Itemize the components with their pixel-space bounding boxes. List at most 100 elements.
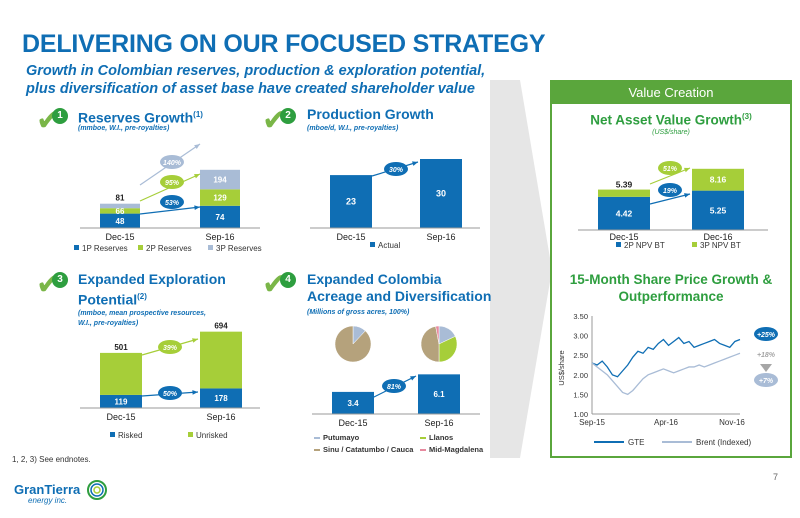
share-price-chart: 3.50 3.00 2.50 2.00 1.50 1.00 US$/share Sep-15 A… <box>557 312 778 447</box>
logo-subtitle: energy inc. <box>28 496 68 505</box>
bar-1p-reserves <box>200 205 240 228</box>
legend-item-swatch <box>208 245 213 250</box>
pie-slice <box>420 326 440 363</box>
arrow-production-head <box>412 161 418 166</box>
arrow-risked-head <box>192 390 198 395</box>
data-label: 6.1 <box>433 390 445 399</box>
data-label: 23 <box>346 197 356 207</box>
legend-item-swatch <box>138 245 143 250</box>
section-2-badge: 2 <box>280 108 296 124</box>
production-subtitle: (mboe/d, W.I., pre-royalties) <box>307 125 399 132</box>
legend-item: Actual <box>378 241 400 250</box>
section-4-badge: 4 <box>280 272 296 288</box>
exploration-subtitle: (mmboe, mean prospective resources, W.I.… <box>78 309 206 329</box>
y-tick-label: 3.00 <box>573 332 588 341</box>
bar-3p-npv-bt <box>692 168 744 191</box>
arrow-2p-head <box>194 174 200 179</box>
acreage-title-line-1: Expanded Colombia <box>307 271 442 287</box>
legend-swatch <box>314 449 320 451</box>
growth-risked-label: 50% <box>163 391 178 398</box>
gte-growth-label-bg <box>754 327 778 341</box>
y-tick-label: 1.00 <box>573 410 588 419</box>
value-creation-panel: Value Creation Net Asset Value Growth(3)… <box>550 80 792 458</box>
bar-2p-npv-bt <box>598 196 650 230</box>
growth-2p-label-bg <box>160 175 184 189</box>
exploration-chart: 119 501 Dec-15 178 694 Sep-16 39% 50% Risked Unri… <box>80 322 260 440</box>
data-label: 178 <box>214 394 228 403</box>
nav-title: Net Asset Value Growth(3) <box>552 112 790 128</box>
section-3-badge: 3 <box>52 272 68 288</box>
data-label: 119 <box>115 397 128 406</box>
subtitle-line-2: plus diversification of asset base have … <box>26 81 475 97</box>
x-tick-label: Dec-15 <box>105 232 134 242</box>
company-logo: GranTierra energy inc. <box>14 478 109 505</box>
data-label: 3.4 <box>347 399 359 408</box>
bar-acreage <box>332 391 374 414</box>
legend-item-swatch <box>74 245 79 250</box>
x-tick-label: Dec-15 <box>336 232 365 242</box>
data-label: 501 <box>114 343 128 352</box>
legend-item: Putumayo <box>323 433 360 442</box>
legend-item: 2P NPV BT <box>624 241 665 250</box>
data-label: 8.16 <box>710 175 727 185</box>
growth-unrisked-label: 39% <box>163 345 178 352</box>
growth-3p-nav-label: 51% <box>663 166 678 173</box>
data-label: 694 <box>214 322 228 331</box>
bar-unrisked <box>100 352 142 395</box>
data-label: 129 <box>213 194 227 203</box>
pie-slice <box>334 325 372 363</box>
growth-2p-label: 95% <box>165 180 180 187</box>
data-label: 194 <box>213 176 227 185</box>
bar-2p-reserves <box>200 189 240 206</box>
legend-item: Risked <box>118 431 142 440</box>
arrow-3p-head <box>194 144 200 150</box>
legend-swatch <box>420 449 426 451</box>
bar-1p-reserves <box>100 213 140 228</box>
acreage-chart: 3.4 Dec-15 6.1 Sep-16 81% Putumayo Llanos Sinu … <box>312 325 484 454</box>
arrow-3p-nav <box>649 167 691 185</box>
legend-item: 1P Reserves <box>82 244 128 253</box>
acreage-subtitle: (Millions of gross acres, 100%) <box>307 309 410 316</box>
growth-3p-nav-label-bg <box>658 161 682 175</box>
series-line-brent <box>591 352 741 396</box>
x-tick-label: Sep-16 <box>205 232 234 242</box>
x-tick-label: Dec-15 <box>338 418 367 428</box>
down-arrow-icon <box>760 364 772 372</box>
legend-item: Llanos <box>429 433 453 442</box>
legend-item: Sinu / Catatumbo / Cauca <box>323 445 414 454</box>
bar-3p-npv-bt <box>598 189 650 197</box>
bar-3p-reserves <box>100 203 140 209</box>
gte-growth-label: +25% <box>757 332 776 339</box>
exploration-title: Expanded Exploration Potential(2) <box>78 271 226 309</box>
data-label: 4.42 <box>616 208 633 218</box>
legend-item: Unrisked <box>196 431 228 440</box>
pie-slice <box>438 336 458 363</box>
pie-slice <box>435 325 440 345</box>
x-tick-label: Dec-16 <box>703 232 732 242</box>
page-subtitle: Growth in Colombian reserves, production… <box>26 62 546 98</box>
data-label: 5.25 <box>710 205 727 215</box>
share-title-line-1: 15-Month Share Price Growth & <box>569 272 773 287</box>
legend-item: 3P Reserves <box>216 244 262 253</box>
share-title: 15-Month Share Price Growth & Outperform… <box>552 271 790 305</box>
production-title: Production Growth <box>307 106 434 122</box>
y-tick-label: 3.50 <box>573 312 588 321</box>
nav-title-sup: (3) <box>742 112 752 121</box>
exploration-title-sup: (2) <box>137 292 147 301</box>
legend-item-swatch <box>110 432 115 437</box>
arrow-1p-head <box>194 205 200 210</box>
legend-item: GTE <box>628 438 644 447</box>
x-tick-label: Apr-16 <box>654 418 679 427</box>
chevron-divider <box>490 80 552 458</box>
subtitle-line-1: Growth in Colombian reserves, production… <box>26 63 486 79</box>
x-tick-label: Nov-16 <box>719 418 745 427</box>
growth-1p-label-bg <box>160 195 184 209</box>
nav-subtitle: (US$/share) <box>652 129 690 136</box>
growth-3p-label: 140% <box>163 160 182 167</box>
growth-2p-nav-label-bg <box>658 183 682 197</box>
growth-unrisked-label-bg <box>158 340 182 354</box>
bar-acreage <box>418 374 460 414</box>
arrow-2p-nav <box>649 193 691 205</box>
nav-title-text: Net Asset Value Growth <box>590 112 742 128</box>
